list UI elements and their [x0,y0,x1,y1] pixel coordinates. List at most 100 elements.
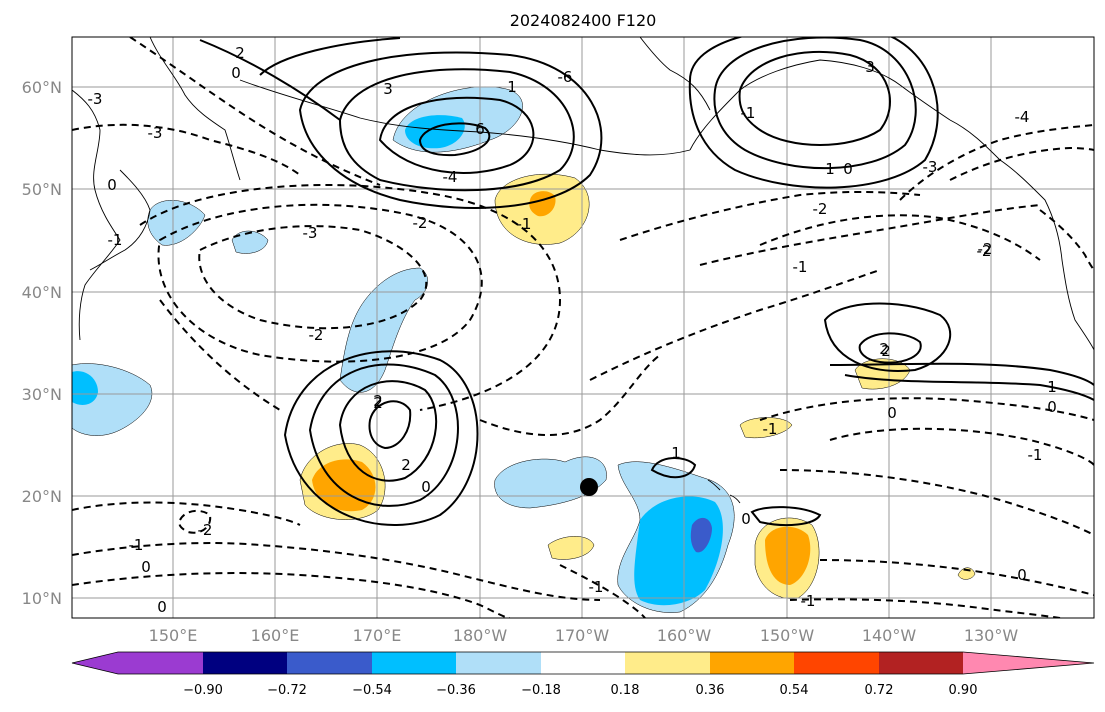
lon-label: 170°W [555,626,610,645]
colorbar-segment [118,652,203,674]
contour-label: 0 [1047,398,1057,416]
contour-dash-23 [559,564,646,618]
contour-dash-11 [759,214,1041,261]
contour-label: -1 [129,536,144,554]
lat-label: 20°N [22,487,62,506]
contour-north-low-2 [378,96,535,174]
contour-hawaii-0 [650,457,697,479]
shade-orange-22n [312,459,376,512]
contour-alaska-1 [738,51,891,146]
coast-kamchatka [149,37,241,181]
colorbar-tick: −0.18 [521,683,561,698]
gridlines [72,37,1094,618]
map-frame [71,36,1095,619]
lon-label: 140°W [862,626,917,645]
contour-label: 3 [865,58,875,76]
contour-east-3 [844,374,1094,401]
contour-dash-12 [899,124,1094,201]
lat-label: 10°N [22,589,62,608]
contour-dash-6 [159,299,281,411]
contour-label: 1 [671,444,681,462]
lat-labels: 60°N 50°N 40°N 30°N 20°N 10°N [22,78,62,608]
contour-north-low-4 [298,51,603,209]
contour-label: 2 [879,340,889,358]
contour-dash-13 [949,146,1094,181]
coast-alaska [689,59,951,151]
colorbar-min-extend [72,652,118,674]
lat-label: 40°N [22,283,62,302]
colorbar-segment [794,652,879,674]
contour-label: 0 [231,64,241,82]
contour-labels: 2 0 -3 3 1 -6 6 -4 -1 -2 -3 -2 2 3 1 0 -… [88,44,1057,616]
lat-label: 50°N [22,180,62,199]
shade-blue-hawaii-west [494,456,607,509]
contour-label: 0 [741,510,751,528]
contour-label: 0 [843,160,853,178]
contour-label: 0 [1017,566,1027,584]
location-marker-dot [580,478,598,496]
lon-label: 180°W [453,626,508,645]
contour-dash-15 [72,542,601,601]
contour-label: -2 [813,200,828,218]
contour-label: 2 [881,342,891,360]
lon-label: 160°E [251,626,300,645]
colorbar-segment [372,652,456,674]
contours [72,37,1094,618]
coast-nw-america [949,119,1094,351]
lon-label: 150°E [149,626,198,645]
shade-darkblue-south [690,517,712,553]
colorbar-max-extend [963,652,1094,674]
contour-label: -2 [978,240,993,258]
colorbar-tick: −0.72 [267,683,307,698]
contour-label: -2 [309,326,324,344]
contour-north-low-5 [259,37,401,76]
contour-north-low-6 [199,39,341,121]
lon-label: 130°W [964,626,1019,645]
contour-east-4 [829,362,1094,386]
contour-dash-2 [129,37,381,186]
contour-sub-high-2 [338,380,438,482]
contour-label: 0 [141,558,151,576]
lon-label: 170°E [353,626,402,645]
contour-alaska-2 [713,37,917,170]
contour-dash-14 [72,501,301,526]
contour-dash-1 [72,123,301,176]
contour-label: 0 [107,176,117,194]
contour-label: -1 [763,420,778,438]
colorbar-tick: 0.54 [780,683,809,698]
contour-label: -2 [413,214,428,232]
contour-label: 2 [373,392,383,410]
contour-label: -1 [589,578,604,596]
contour-sub-high-4 [283,350,479,526]
shade-orange-15n [765,526,811,585]
contour-dash-20 [779,469,1094,536]
contour-dash-10 [699,204,1041,266]
coast-hawaii [707,479,741,504]
contour-north-low-1 [418,122,491,157]
colorbar-tick: −0.54 [352,683,392,698]
contour-label: 0 [157,598,167,616]
shade-yellow-26n [739,417,793,439]
contour-label: 2 [235,44,245,62]
contour-label: 1 [1047,378,1057,396]
contour-label: 0 [887,404,897,422]
contour-dash-17 [178,509,212,534]
contour-label: -4 [443,168,458,186]
figure-title: 2024082400 F120 [510,11,657,30]
colorbar-tick: 0.72 [865,683,894,698]
contour-label: -1 [517,215,532,233]
contour-label: 2 [401,456,411,474]
contour-label: -6 [558,68,573,86]
lon-label: 160°W [657,626,712,645]
shade-blue-small-west [231,230,269,254]
contour-sub-high-1 [368,400,412,450]
contour-dash-16 [72,572,511,618]
coast-japan [89,169,151,271]
coast-north-alaska [639,37,711,111]
contour-north-low-3 [338,68,575,192]
colorbar-segment [203,652,287,674]
contour-dash-4 [157,203,483,363]
contour-dash-24 [1039,209,1094,271]
contour-label: 2 [373,394,383,412]
